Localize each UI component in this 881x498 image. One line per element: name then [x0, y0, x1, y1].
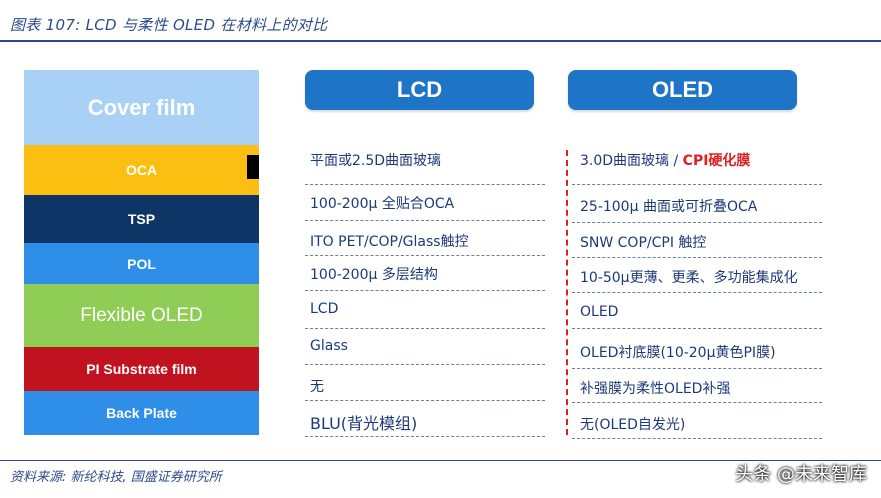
footer-rule [0, 460, 881, 461]
oled-row-3: SNW COP/CPI 触控 [580, 235, 707, 251]
lcd-row-3: ITO PET/COP/Glass触控 [310, 234, 469, 250]
row-divider [572, 328, 822, 329]
row-divider [572, 184, 822, 185]
layer-back-plate: Back Plate [24, 391, 259, 435]
layer-stack: Cover film OCA TSP POL Flexible OLED PI … [24, 70, 259, 435]
lcd-row-5: LCD [310, 301, 339, 317]
layer-pol: POL [24, 243, 259, 284]
source-note: 资料来源: 新纶科技, 国盛证券研究所 [10, 470, 222, 485]
oled-row-8: 无(OLED自发光) [580, 417, 686, 433]
oled-row-5: OLED [580, 304, 619, 320]
lcd-row-2: 100-200μ 全贴合OCA [310, 196, 455, 212]
oled-column-marker [566, 150, 568, 435]
row-divider [305, 400, 545, 401]
layer-flexible-oled: Flexible OLED [24, 284, 259, 347]
oled-row-4: 10-50μ更薄、更柔、多功能集成化 [580, 270, 798, 286]
layer-label: PI Substrate film [86, 361, 197, 377]
row-divider [572, 402, 822, 403]
lcd-row-1: 平面或2.5D曲面玻璃 [310, 153, 442, 169]
layer-pi-substrate: PI Substrate film [24, 347, 259, 391]
row-divider [305, 290, 545, 291]
lcd-row-7: 无 [310, 379, 324, 395]
layer-label: Back Plate [106, 405, 177, 421]
row-divider [305, 184, 545, 185]
row-divider [572, 222, 822, 223]
lcd-row-8: BLU(背光模组) [310, 414, 418, 433]
layer-notch [247, 155, 259, 179]
layer-cover-film: Cover film [24, 70, 259, 145]
layer-label: Flexible OLED [80, 304, 203, 326]
oled-header: OLED [568, 70, 797, 110]
oled-row-1: 3.0D曲面玻璃 / CPI硬化膜 [580, 150, 750, 170]
oled-row-2: 25-100μ 曲面或可折叠OCA [580, 199, 758, 215]
lcd-header: LCD [305, 70, 534, 110]
layer-label: Cover film [87, 94, 196, 120]
row-divider [572, 368, 822, 369]
row-divider [305, 328, 545, 329]
figure-title: 图表 107: LCD 与柔性 OLED 在材料上的对比 [10, 16, 328, 34]
watermark: 头条 @未来智库 [735, 464, 867, 485]
row-divider [305, 436, 545, 437]
layer-label: TSP [127, 211, 156, 227]
row-divider [305, 220, 545, 221]
layer-oca: OCA [24, 145, 259, 195]
layer-label: POL [127, 255, 156, 272]
oled-row-1-text: 3.0D曲面玻璃 / [580, 153, 683, 169]
row-divider [572, 292, 822, 293]
oled-row-1-highlight: CPI硬化膜 [682, 153, 751, 169]
row-divider [305, 364, 545, 365]
layer-label: OCA [125, 162, 158, 178]
row-divider [305, 255, 545, 256]
row-divider [572, 257, 822, 258]
lcd-row-6: Glass [310, 338, 348, 354]
layer-tsp: TSP [24, 195, 259, 243]
title-rule [0, 40, 881, 42]
lcd-row-4: 100-200μ 多层结构 [310, 267, 438, 283]
row-divider [572, 438, 822, 439]
oled-row-6: OLED衬底膜(10-20μ黄色PI膜) [580, 345, 776, 361]
oled-row-7: 补强膜为柔性OLED补强 [580, 381, 731, 397]
